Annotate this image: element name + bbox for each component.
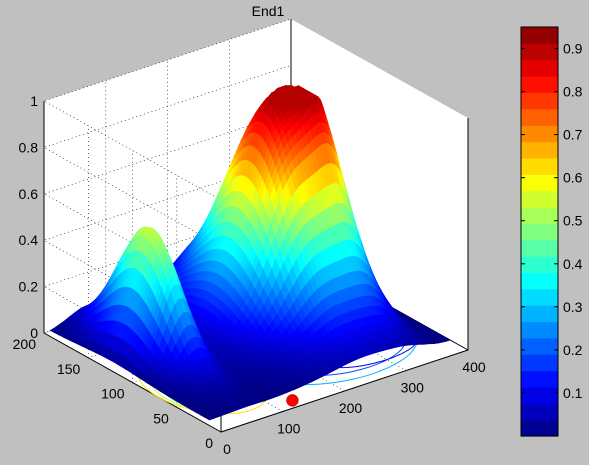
- colorbar-tick-label: 0.7: [563, 127, 583, 143]
- colorbar-band: [521, 256, 558, 273]
- surface-patch: [441, 337, 452, 342]
- z-tick-labels: 0 0.2 0.4 0.6 0.8 1: [19, 93, 39, 341]
- colorbar-frame: [520, 26, 559, 437]
- colorbar-tick-label: 0.6: [563, 170, 583, 186]
- z-tick-label: 0.4: [19, 232, 39, 248]
- z-tick-label: 1: [30, 93, 38, 109]
- colorbar: [520, 26, 559, 437]
- z-tick-label: 0.6: [19, 186, 39, 202]
- colorbar-band: [521, 174, 558, 192]
- y-tick-label: 200: [13, 336, 37, 352]
- colorbar-tick-label: 0.5: [563, 213, 583, 229]
- colorbar-band: [521, 386, 558, 404]
- colorbar-band: [521, 92, 558, 110]
- colorbar-tick-label: 0.3: [563, 299, 583, 315]
- marker-point: [286, 394, 299, 407]
- colorbar-tick-label: 0.2: [563, 342, 583, 358]
- z-tick-label: 0.2: [19, 279, 39, 295]
- red-marker: [286, 394, 299, 407]
- x-tick-label: 200: [339, 400, 363, 416]
- colorbar-band: [521, 370, 558, 388]
- colorbar-band: [521, 125, 558, 143]
- colorbar-tick-label: 0.4: [563, 256, 583, 272]
- colorbar-band: [521, 272, 558, 290]
- z-grid-line: [43, 65, 292, 247]
- colorbar-band: [521, 354, 558, 372]
- colorbar-band: [521, 223, 558, 241]
- x-tick-label: 100: [277, 421, 301, 437]
- colorbar-band: [521, 141, 558, 159]
- colorbar-band: [521, 190, 558, 208]
- colorbar-band: [521, 305, 558, 323]
- x-tick-label: 0: [223, 441, 231, 457]
- z-grid-line: [43, 18, 292, 201]
- colorbar-band: [521, 76, 558, 94]
- z-tick-label: 0.8: [19, 139, 39, 155]
- colorbar-band: [521, 337, 558, 355]
- x-tick-label: 400: [462, 359, 486, 375]
- x-tick-label: 300: [401, 380, 425, 396]
- surface-mesh: [49, 84, 452, 421]
- colorbar-band: [521, 43, 558, 61]
- x-tick-labels: 0 100 200 300 400: [223, 359, 486, 457]
- z-tick-label: 0: [30, 325, 38, 341]
- colorbar-band: [521, 419, 558, 437]
- y-tick-label: 50: [153, 410, 169, 426]
- colorbar-band: [521, 321, 558, 339]
- z-grid-line: [43, 157, 292, 340]
- y-tick-label: 150: [57, 361, 81, 377]
- y-tick-labels: 0 50 100 150 200: [13, 336, 214, 451]
- colorbar-band: [521, 206, 558, 224]
- colorbar-band: [521, 403, 558, 421]
- colorbar-band: [521, 27, 558, 44]
- colorbar-tick-labels: 0.1 0.2 0.3 0.4 0.5 0.6 0.7 0.8 0.9: [563, 41, 583, 401]
- colorbar-band: [521, 239, 558, 257]
- colorbar-band: [521, 59, 558, 77]
- y-tick-label: 100: [101, 386, 125, 402]
- chart-title: End1: [252, 3, 285, 19]
- colorbar-tick-label: 0.9: [563, 41, 583, 57]
- colorbar-band: [521, 288, 558, 306]
- colorbar-band: [521, 157, 558, 175]
- colorbar-tick-label: 0.1: [563, 385, 583, 401]
- colorbar-band: [521, 108, 558, 126]
- z-grid-line: [43, 111, 292, 294]
- colorbar-tick-label: 0.8: [563, 84, 583, 100]
- y-tick-label: 0: [205, 435, 213, 451]
